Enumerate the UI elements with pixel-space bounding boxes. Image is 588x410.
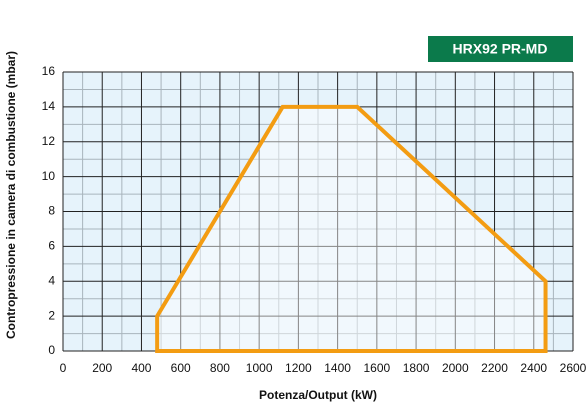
x-tick-label: 1400 — [324, 361, 351, 375]
y-tick-label: 14 — [42, 99, 56, 113]
x-tick-label: 2600 — [560, 361, 587, 375]
y-tick-label: 2 — [48, 308, 55, 322]
x-tick-label: 200 — [92, 361, 112, 375]
x-tick-label: 1800 — [403, 361, 430, 375]
y-tick-label: 4 — [48, 273, 55, 287]
x-tick-label: 1600 — [363, 361, 390, 375]
x-tick-label: 1200 — [285, 361, 312, 375]
x-tick-label: 800 — [210, 361, 230, 375]
x-tick-label: 2000 — [442, 361, 469, 375]
x-tick-label: 0 — [60, 361, 67, 375]
x-tick-label: 2200 — [481, 361, 508, 375]
y-tick-label: 12 — [42, 134, 56, 148]
x-tick-label: 600 — [171, 361, 191, 375]
working-field — [155, 104, 548, 353]
x-tick-label: 2400 — [520, 361, 547, 375]
series-label: HRX92 PR-MD — [453, 41, 548, 57]
y-tick-label: 8 — [48, 204, 55, 218]
label-box — [428, 36, 573, 62]
y-tick-label: 0 — [48, 343, 55, 357]
y-tick-label: 16 — [42, 64, 56, 78]
x-tick-label: 400 — [131, 361, 151, 375]
y-axis-title: Contropressione in camera di combustione… — [4, 51, 18, 339]
y-tick-label: 10 — [42, 169, 56, 183]
x-axis-title: Potenza/Output (kW) — [259, 388, 377, 402]
x-tick-label: 1000 — [246, 361, 273, 375]
y-tick-label: 6 — [48, 239, 55, 253]
